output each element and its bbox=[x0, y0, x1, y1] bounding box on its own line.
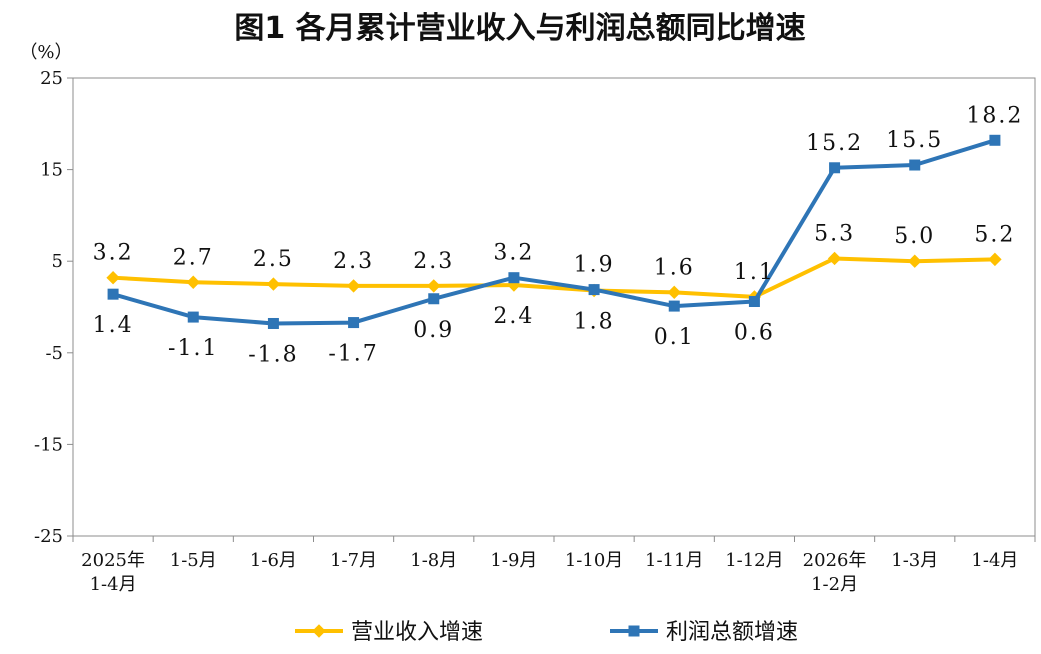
x-tick-label: 1-5月 bbox=[170, 550, 217, 571]
data-label: 3.2 bbox=[93, 241, 134, 266]
x-tick-label-line: 1-4月 bbox=[90, 574, 137, 595]
data-point bbox=[267, 317, 279, 329]
data-label: -1.8 bbox=[248, 342, 298, 367]
x-tick-label-line: 2026年 bbox=[803, 550, 867, 571]
series-line bbox=[111, 256, 997, 299]
x-tick-label-line: 1-3月 bbox=[891, 550, 938, 571]
y-tick-label: -5 bbox=[45, 343, 63, 364]
x-tick-label-line: 1-11月 bbox=[645, 550, 703, 571]
data-point bbox=[106, 270, 120, 285]
data-point bbox=[187, 311, 199, 323]
data-label: 1.6 bbox=[654, 255, 695, 280]
data-label: 0.6 bbox=[734, 321, 775, 346]
data-point bbox=[588, 284, 600, 296]
x-tick-label-line: 1-2月 bbox=[811, 574, 858, 595]
data-labels: 3.2 2.7 2.5 2.3 2.3 2.4 1.8 1.6 1.1 5.3 5.0 5.2 1.4 -… bbox=[93, 103, 1023, 367]
x-tick-label: 1-3月 bbox=[891, 550, 938, 571]
x-tick-label: 2025年 1-4月 bbox=[81, 550, 145, 595]
x-tick-label: 1-4月 bbox=[971, 550, 1018, 571]
data-label: 18.2 bbox=[966, 103, 1023, 128]
x-tick-label-line: 1-5月 bbox=[170, 550, 217, 571]
data-point bbox=[266, 277, 281, 291]
data-label: 15.2 bbox=[806, 131, 863, 156]
data-point bbox=[428, 293, 440, 305]
data-point bbox=[748, 296, 760, 308]
x-tick-label-line: 1-12月 bbox=[725, 550, 783, 571]
series-layer bbox=[106, 134, 1002, 329]
data-point bbox=[186, 275, 200, 289]
legend-marker bbox=[628, 625, 640, 637]
x-tick-label: 1-7月 bbox=[330, 550, 377, 571]
data-label: 5.0 bbox=[894, 224, 935, 249]
series-2 bbox=[107, 134, 1001, 329]
data-label: 2.4 bbox=[493, 304, 534, 329]
data-label: 2.3 bbox=[333, 249, 374, 274]
data-label: 3.2 bbox=[493, 241, 534, 266]
data-point bbox=[667, 285, 681, 300]
x-tick-label-line: 1-10月 bbox=[565, 550, 623, 571]
data-point bbox=[348, 317, 360, 329]
x-tick-label-line: 1-7月 bbox=[330, 550, 377, 571]
data-label: 2.7 bbox=[173, 245, 214, 270]
data-label: 1.8 bbox=[574, 310, 615, 335]
y-tick-label: -15 bbox=[34, 434, 63, 455]
legend-label: 营业收入增速 bbox=[351, 620, 483, 645]
legend: 营业收入增速 利润总额增速 bbox=[295, 620, 798, 645]
data-point bbox=[988, 252, 1002, 267]
y-tick-label: -25 bbox=[34, 526, 63, 547]
x-tick-label: 1-6月 bbox=[250, 550, 297, 571]
data-label: 2.5 bbox=[253, 247, 294, 272]
y-tick-label: 25 bbox=[40, 68, 63, 89]
x-tick-label-line: 1-9月 bbox=[490, 550, 537, 571]
legend-item: 营业收入增速 bbox=[295, 620, 483, 645]
data-label: 5.3 bbox=[814, 221, 855, 246]
data-label: 0.9 bbox=[413, 318, 454, 343]
data-label: 2.3 bbox=[413, 249, 454, 274]
legend-marker bbox=[312, 624, 326, 638]
y-axis-unit: （%） bbox=[19, 42, 72, 63]
data-label: 15.5 bbox=[886, 128, 943, 153]
x-tick-label: 1-9月 bbox=[490, 550, 537, 571]
data-point bbox=[346, 279, 361, 293]
y-tick-label: 15 bbox=[40, 160, 63, 181]
x-tick-label: 2026年 1-2月 bbox=[803, 550, 867, 595]
x-tick-label-line: 1-6月 bbox=[250, 550, 297, 571]
data-point bbox=[989, 134, 1001, 146]
x-tick-label: 1-11月 bbox=[645, 550, 703, 571]
series-line bbox=[111, 138, 997, 326]
chart-title: 图1 各月累计营业收入与利润总额同比增速 bbox=[234, 11, 805, 46]
data-label: 1.4 bbox=[93, 313, 134, 338]
axes: 25 15 5 -5 -15 -25 2025年 1-4月 1-5月 1-6月 1-7月 1-8月 1-… bbox=[34, 68, 1036, 595]
data-label: 1.9 bbox=[574, 253, 615, 278]
data-point bbox=[107, 288, 119, 300]
data-label: -1.7 bbox=[328, 342, 378, 367]
data-point bbox=[827, 251, 842, 266]
legend-label: 利润总额增速 bbox=[666, 620, 798, 645]
data-label: 1.1 bbox=[734, 260, 775, 285]
data-label: 0.1 bbox=[654, 325, 695, 350]
plot-area bbox=[72, 77, 1036, 537]
x-tick-label: 1-12月 bbox=[725, 550, 783, 571]
data-label: -1.1 bbox=[168, 336, 218, 361]
data-point bbox=[668, 300, 680, 312]
x-tick-label: 1-8月 bbox=[410, 550, 457, 571]
data-point bbox=[508, 272, 520, 284]
data-point bbox=[909, 159, 921, 171]
data-point bbox=[427, 279, 441, 293]
data-label: 5.2 bbox=[974, 222, 1015, 247]
x-tick-label-line: 2025年 bbox=[81, 550, 145, 571]
x-tick-label: 1-10月 bbox=[565, 550, 623, 571]
x-tick-label-line: 1-4月 bbox=[971, 550, 1018, 571]
x-tick-label-line: 1-8月 bbox=[410, 550, 457, 571]
data-point bbox=[829, 162, 841, 174]
y-tick-label: 5 bbox=[52, 251, 63, 272]
legend-item: 利润总额增速 bbox=[610, 620, 798, 645]
data-point bbox=[908, 254, 922, 268]
